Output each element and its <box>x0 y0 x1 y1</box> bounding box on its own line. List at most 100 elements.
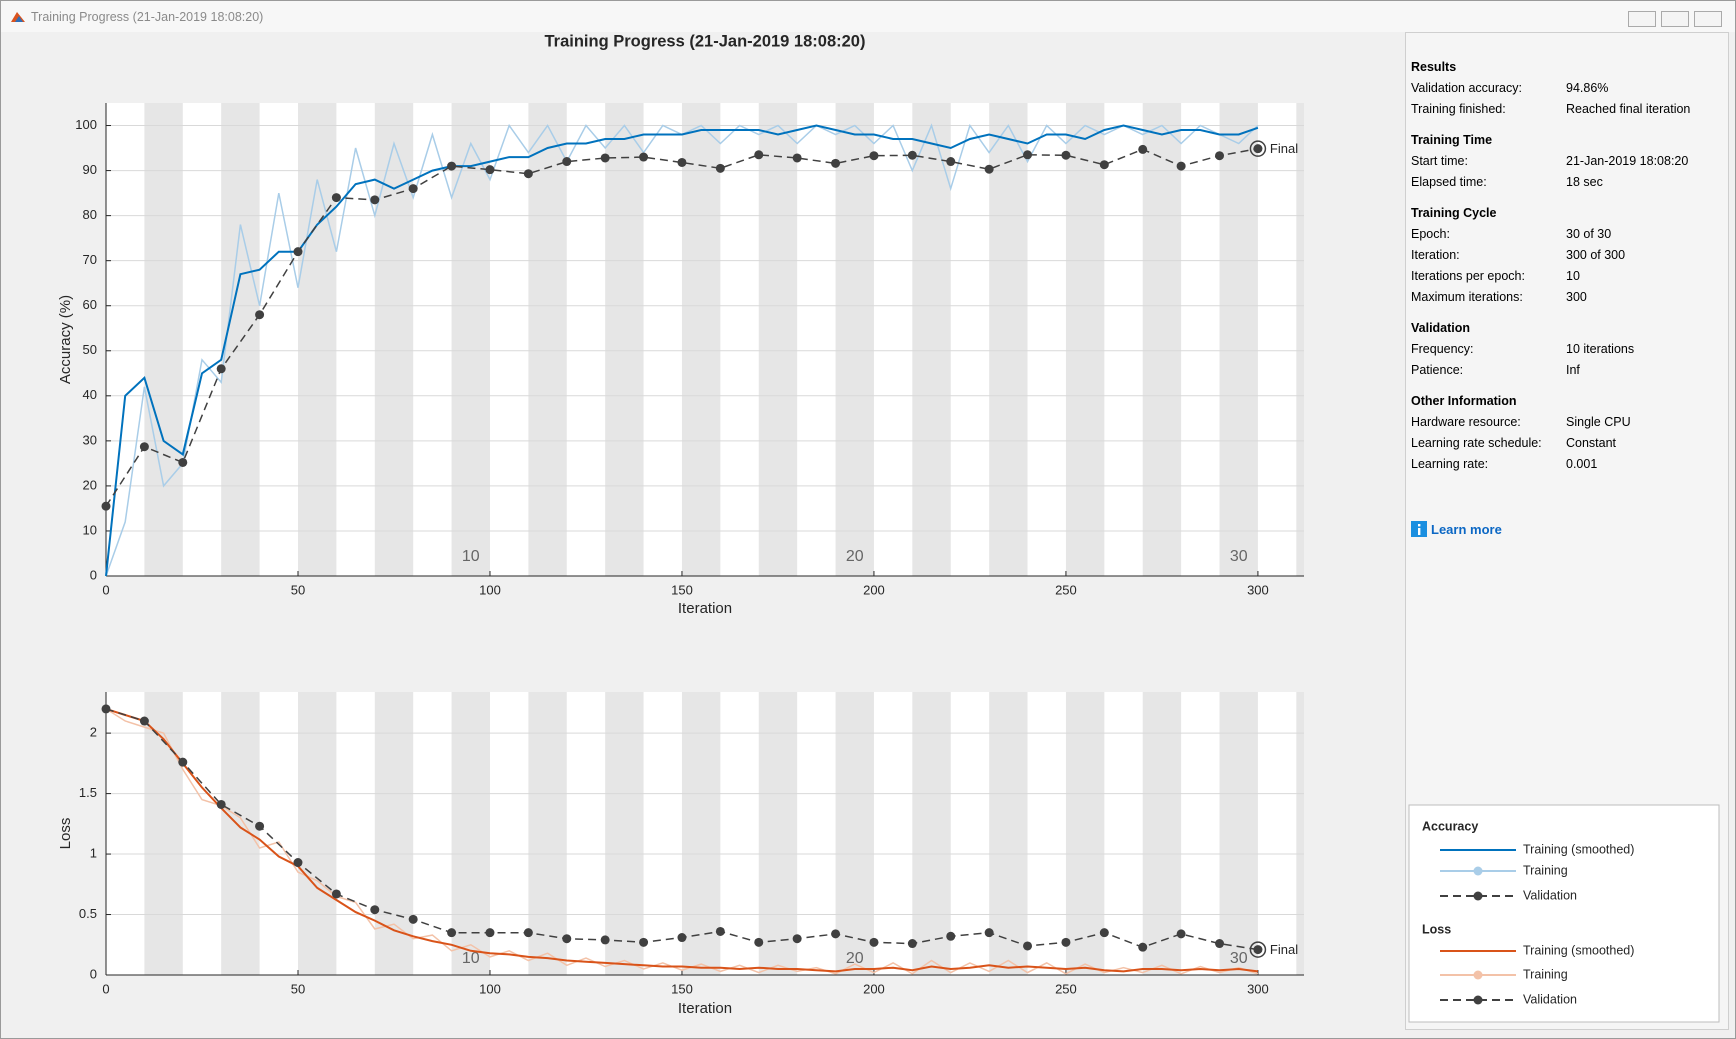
info-label: Patience: <box>1411 363 1464 377</box>
y-tick-label: 0 <box>90 966 97 981</box>
legend-title: Loss <box>1422 922 1451 936</box>
info-row: Learning rate schedule: Constant <box>1411 433 1728 454</box>
validation-marker <box>1099 928 1109 938</box>
info-value: 300 of 300 <box>1566 248 1626 262</box>
validation-marker <box>485 928 495 938</box>
legend-label: Validation <box>1523 992 1577 1006</box>
legend-marker <box>1473 866 1483 876</box>
validation-marker <box>1061 150 1071 160</box>
y-tick-label: 80 <box>83 207 97 222</box>
epoch-band <box>758 103 798 576</box>
epoch-band <box>912 692 951 975</box>
x-tick-label: 200 <box>863 582 885 597</box>
info-row: Iterations per epoch: 10 <box>1411 266 1728 287</box>
info-label: Maximum iterations: <box>1411 290 1523 304</box>
epoch-band <box>605 103 644 576</box>
info-label: Hardware resource: <box>1411 415 1521 429</box>
validation-marker <box>1061 937 1071 947</box>
info-value: 300 <box>1566 290 1587 304</box>
info-row: Hardware resource: Single CPU <box>1411 412 1728 433</box>
epoch-band <box>297 103 337 576</box>
x-tick-label: 0 <box>102 582 109 597</box>
epoch-band <box>989 103 1028 576</box>
info-section: Training Time Start time: 21-Jan-2019 18:0… <box>1411 130 1728 193</box>
validation-marker <box>523 928 533 938</box>
legend-label: Training <box>1523 967 1568 981</box>
learn-more-link[interactable]: Learn more <box>1431 521 1502 537</box>
validation-marker <box>562 157 572 167</box>
validation-marker <box>408 184 418 194</box>
info-section: Results Validation accuracy: 94.86% Trainin… <box>1411 57 1728 120</box>
final-ring <box>1249 941 1267 958</box>
x-tick-label: 250 <box>1055 981 1077 996</box>
validation-marker <box>792 934 802 944</box>
learn-more[interactable]: Learn more <box>1411 521 1502 537</box>
epoch-band <box>1219 692 1258 975</box>
final-label: Final <box>1270 141 1298 156</box>
x-axis-label: Iteration <box>678 1000 732 1017</box>
validation-marker <box>408 914 418 924</box>
maximize-button[interactable] <box>1661 11 1689 27</box>
info-label: Frequency: <box>1411 342 1474 356</box>
section-title: Training Time <box>1411 133 1493 147</box>
validation-marker <box>1023 150 1033 160</box>
legend-title: Accuracy <box>1422 819 1478 833</box>
y-axis-label: Loss <box>57 818 74 850</box>
validation-marker <box>485 165 495 175</box>
y-tick-label: 60 <box>83 297 97 312</box>
section-title: Training Cycle <box>1411 206 1497 220</box>
epoch-band <box>1296 103 1304 576</box>
x-tick-label: 0 <box>102 981 109 996</box>
info-value: 21-Jan-2019 18:08:20 <box>1566 154 1689 168</box>
legend-marker <box>1473 995 1483 1005</box>
validation-marker <box>1215 939 1225 949</box>
minimize-button[interactable] <box>1628 11 1656 27</box>
x-axis-label: Iteration <box>678 600 732 617</box>
info-section: Training Cycle Epoch: 30 of 30 Iteration: 30… <box>1411 203 1728 308</box>
validation-marker <box>447 161 457 171</box>
epoch-label: 10 <box>462 548 480 565</box>
legend-label: Training (smoothed) <box>1523 943 1634 957</box>
info-value: Constant <box>1566 436 1617 450</box>
validation-marker <box>639 152 649 162</box>
epoch-band <box>912 103 951 576</box>
validation-marker <box>447 928 457 938</box>
validation-marker <box>600 935 610 945</box>
info-icon <box>1411 521 1427 537</box>
validation-marker <box>1023 941 1033 951</box>
section-title: Results <box>1411 60 1457 74</box>
epoch-band <box>1065 692 1105 975</box>
validation-marker <box>1138 942 1148 952</box>
info-value: 30 of 30 <box>1566 227 1612 241</box>
window-title: Training Progress (21-Jan-2019 18:08:20) <box>31 10 264 24</box>
x-tick-label: 250 <box>1055 582 1077 597</box>
info-label: Iteration: <box>1411 248 1460 262</box>
validation-marker <box>255 821 265 831</box>
validation-marker <box>869 151 879 161</box>
legend-label: Training (smoothed) <box>1523 842 1634 856</box>
info-sections: Results Validation accuracy: 94.86% Trainin… <box>1411 57 1728 475</box>
validation-marker <box>255 310 265 320</box>
epoch-label: 10 <box>462 950 480 967</box>
validation-marker <box>370 905 380 915</box>
validation-marker <box>907 150 917 160</box>
x-tick-label: 100 <box>479 981 501 996</box>
info-section: Other Information Hardware resource: Singl… <box>1411 391 1728 475</box>
validation-marker <box>101 704 111 714</box>
validation-marker <box>331 889 341 899</box>
y-tick-label: 10 <box>83 522 97 537</box>
close-button[interactable] <box>1694 11 1722 27</box>
validation-marker <box>216 364 226 374</box>
y-tick-label: 0 <box>90 567 97 582</box>
validation-marker <box>139 716 149 726</box>
validation-marker <box>370 195 380 205</box>
info-row: Learning rate: 0.001 <box>1411 454 1728 475</box>
validation-marker <box>946 157 956 167</box>
epoch-band <box>835 692 874 975</box>
validation-marker <box>101 501 111 511</box>
info-label: Epoch: <box>1411 227 1450 241</box>
validation-marker <box>1253 144 1263 154</box>
app-icon <box>11 12 25 22</box>
validation-marker <box>216 799 226 809</box>
section-title: Validation <box>1411 321 1471 335</box>
